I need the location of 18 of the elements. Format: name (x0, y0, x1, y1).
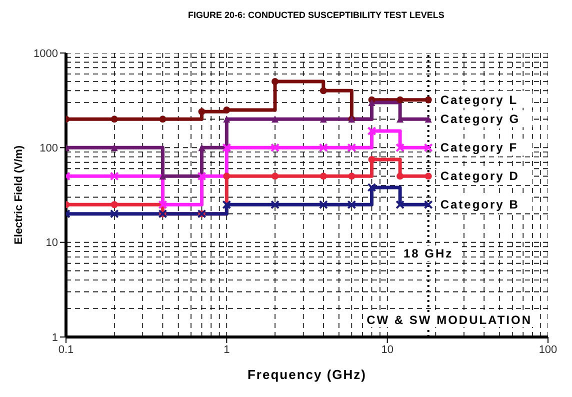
x-tick-label: 0.1 (58, 344, 74, 356)
annotation: CW & SW MODULATION (364, 313, 534, 327)
y-axis-title: Electric Field (V/m) (12, 145, 25, 245)
series-label: Category B (440, 198, 520, 212)
ref-line-label: 18 GHz (404, 246, 454, 260)
chart-title: FIGURE 20-6: CONDUCTED SUSCEPTIBILITY TEST LEVELS (188, 10, 444, 20)
series-label: Category G (440, 112, 520, 126)
y-tick-label: 100 (40, 142, 58, 155)
x-tick-label: 1 (224, 344, 230, 356)
series-label: Category F (440, 140, 518, 155)
y-tick-label: 10 (46, 237, 58, 250)
x-axis-title: Frequency (GHz) (247, 367, 367, 382)
x-tick-label: 10 (381, 344, 394, 356)
series-label: Category D (440, 169, 520, 184)
series-label: Category L (440, 92, 518, 107)
x-tick-label: 100 (538, 344, 558, 356)
y-tick-label: 1 (52, 332, 58, 344)
y-tick-label: 1000 (34, 48, 58, 60)
